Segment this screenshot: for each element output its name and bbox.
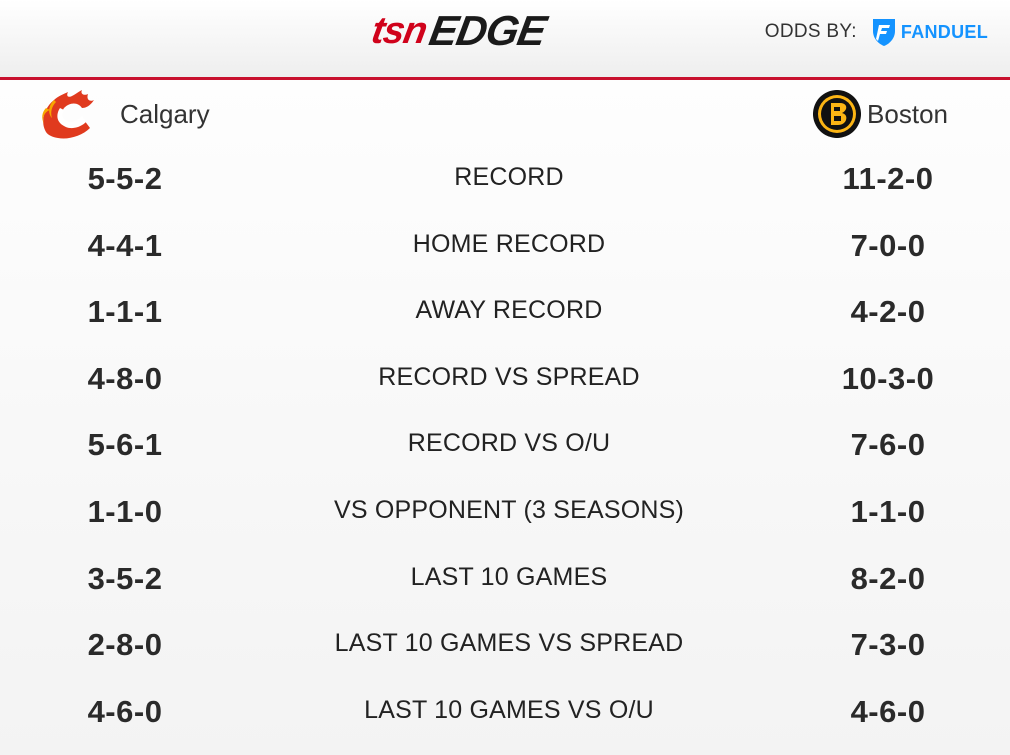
home-stat-value: 11-2-0 bbox=[842, 161, 934, 196]
stat-label: RECORD VS SPREAD bbox=[378, 362, 640, 391]
stats-table: 5-5-2 RECORD 11-2-0 4-4-1 HOME RECORD 7-… bbox=[0, 147, 1010, 746]
stat-label: LAST 10 GAMES VS SPREAD bbox=[334, 629, 684, 658]
home-stat-value: 4-2-0 bbox=[850, 294, 926, 330]
edge-wordmark: EDGE bbox=[425, 7, 550, 54]
home-stat-value: 8-2-0 bbox=[850, 560, 926, 596]
stat-label: AWAY RECORD bbox=[415, 296, 603, 325]
fanduel-shield-icon bbox=[872, 19, 895, 46]
away-stat-value: 1-1-0 bbox=[87, 493, 163, 529]
away-stat-value: 2-8-0 bbox=[87, 627, 163, 663]
stat-label: HOME RECORD bbox=[412, 229, 606, 258]
tsn-edge-logo[interactable]: tsn EDGE bbox=[368, 7, 549, 54]
home-team[interactable]: Boston bbox=[811, 88, 948, 140]
stat-label: LAST 10 GAMES bbox=[410, 562, 608, 591]
home-team-name: Boston bbox=[867, 98, 948, 129]
tsn-wordmark: tsn bbox=[368, 9, 430, 52]
boston-bruins-logo-icon bbox=[813, 90, 862, 138]
home-stat-value: 10-3-0 bbox=[841, 360, 935, 396]
teams-header: Calgary Boston bbox=[0, 80, 1010, 148]
stat-label: RECORD VS O/U bbox=[407, 429, 611, 458]
stat-row-last-10-vs-spread: 2-8-0 LAST 10 GAMES VS SPREAD 7-3-0 bbox=[0, 613, 1010, 680]
stat-row-record-vs-spread: 4-8-0 RECORD VS SPREAD 10-3-0 bbox=[0, 347, 1010, 414]
fanduel-wordmark: FANDUEL bbox=[900, 21, 988, 42]
away-stat-value: 1-1-1 bbox=[87, 294, 163, 330]
away-team-name: Calgary bbox=[120, 98, 210, 129]
stat-row-away-record: 1-1-1 AWAY RECORD 4-2-0 bbox=[0, 280, 1010, 347]
header: tsn EDGE ODDS BY: FANDUEL bbox=[0, 0, 1010, 80]
stat-label: LAST 10 GAMES VS O/U bbox=[364, 695, 654, 724]
stat-row-record: 5-5-2 RECORD 11-2-0 bbox=[0, 147, 1010, 214]
stat-row-record-vs-ou: 5-6-1 RECORD VS O/U 7-6-0 bbox=[0, 413, 1010, 480]
away-stat-value: 5-6-1 bbox=[87, 427, 163, 463]
away-stat-value: 3-5-2 bbox=[87, 560, 163, 596]
away-stat-value: 4-8-0 bbox=[87, 360, 163, 396]
home-stat-value: 4-6-0 bbox=[850, 693, 926, 729]
odds-by-label: ODDS BY: bbox=[764, 21, 857, 42]
home-stat-value: 7-0-0 bbox=[850, 227, 926, 263]
calgary-flames-logo-icon bbox=[42, 90, 94, 139]
stat-label: VS OPPONENT (3 SEASONS) bbox=[333, 495, 685, 524]
stat-row-last-10-vs-ou: 4-6-0 LAST 10 GAMES VS O/U 4-6-0 bbox=[0, 680, 1010, 747]
home-stat-value: 1-1-0 bbox=[850, 493, 926, 529]
stat-row-vs-opponent: 1-1-0 VS OPPONENT (3 SEASONS) 1-1-0 bbox=[0, 480, 1010, 547]
away-stat-value: 4-6-0 bbox=[87, 693, 163, 729]
fanduel-logo[interactable]: FANDUEL bbox=[871, 17, 988, 47]
stat-label: RECORD bbox=[454, 163, 564, 191]
stat-row-home-record: 4-4-1 HOME RECORD 7-0-0 bbox=[0, 214, 1010, 281]
away-stat-value: 5-5-2 bbox=[87, 161, 163, 196]
home-stat-value: 7-6-0 bbox=[850, 427, 926, 463]
away-team[interactable]: Calgary bbox=[38, 88, 210, 140]
home-stat-value: 7-3-0 bbox=[850, 627, 926, 663]
stat-row-last-10-games: 3-5-2 LAST 10 GAMES 8-2-0 bbox=[0, 547, 1010, 614]
away-stat-value: 4-4-1 bbox=[87, 227, 163, 263]
odds-sponsor: ODDS BY: FANDUEL bbox=[765, 14, 988, 50]
